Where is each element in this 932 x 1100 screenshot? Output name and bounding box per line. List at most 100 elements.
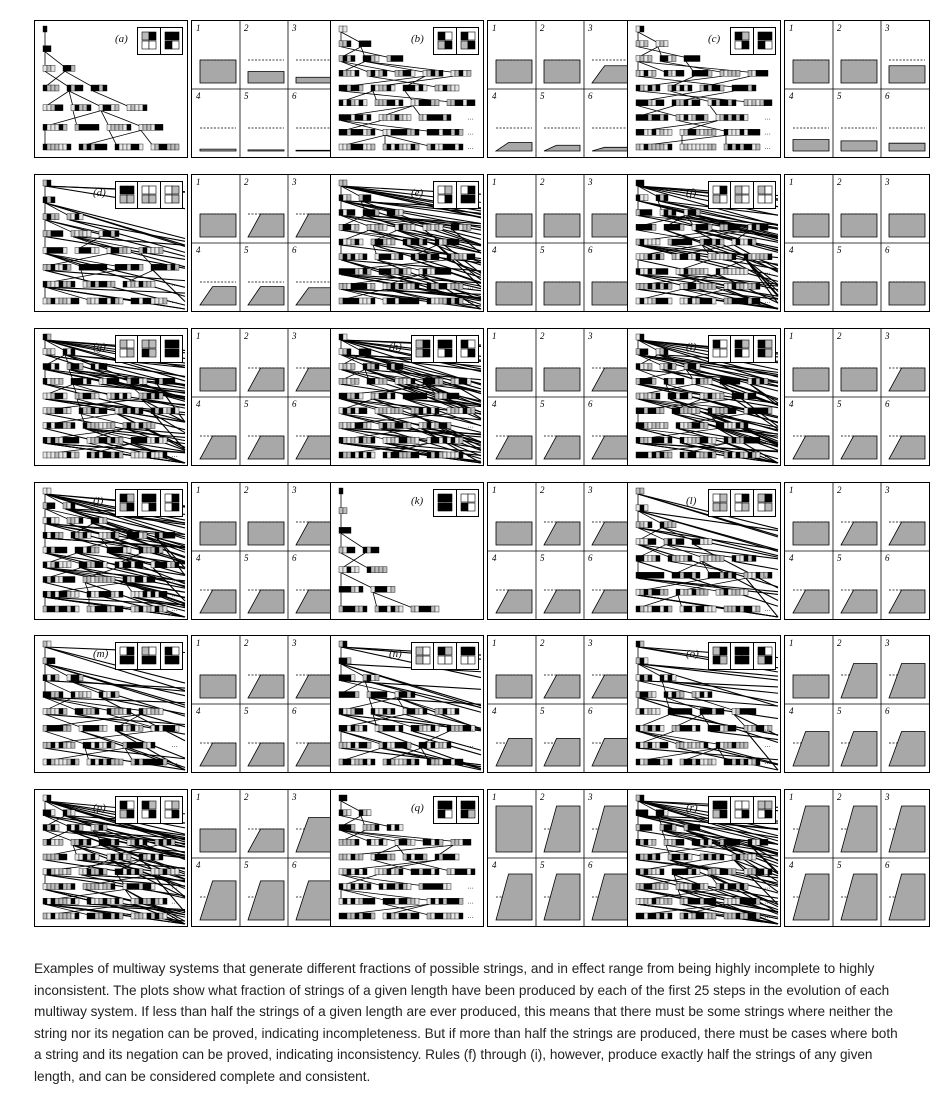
string-cell bbox=[751, 99, 757, 106]
string-cell bbox=[150, 898, 156, 905]
string-cell bbox=[727, 70, 733, 77]
string-cell bbox=[719, 725, 725, 732]
string-cell bbox=[70, 898, 76, 905]
string-cell bbox=[130, 437, 136, 444]
string-cell bbox=[346, 99, 352, 106]
string-cell bbox=[426, 70, 432, 77]
string-cell bbox=[442, 238, 448, 246]
string-cell bbox=[406, 283, 412, 290]
multiway-panel: ……… (i) 1 2 3 4 5 6 bbox=[627, 328, 930, 466]
continuation-ellipsis: … bbox=[467, 144, 474, 151]
string-cell bbox=[659, 605, 665, 613]
string-cell bbox=[747, 605, 753, 613]
plot-number: 6 bbox=[292, 245, 297, 255]
string-cell bbox=[442, 853, 448, 861]
plot-number: 3 bbox=[884, 485, 890, 495]
tree-edge bbox=[44, 339, 66, 352]
string-cell bbox=[655, 194, 661, 201]
string-cell bbox=[426, 114, 432, 121]
string-cell bbox=[46, 674, 52, 681]
string-cell bbox=[695, 143, 701, 151]
string-cell bbox=[358, 437, 364, 444]
plot-number: 1 bbox=[492, 638, 497, 648]
tree-edge bbox=[44, 508, 70, 520]
rule-cell bbox=[126, 339, 135, 349]
string-cell bbox=[114, 561, 120, 568]
string-cell bbox=[691, 572, 697, 579]
string-cell bbox=[635, 572, 641, 579]
string-cell bbox=[655, 99, 661, 106]
string-cell bbox=[42, 640, 48, 648]
string-cell bbox=[106, 839, 112, 846]
string-cell bbox=[58, 708, 64, 715]
rule-icon bbox=[731, 28, 754, 54]
string-cell bbox=[643, 725, 649, 732]
string-cell bbox=[74, 758, 80, 766]
fraction-plot-area bbox=[247, 286, 285, 306]
string-cell bbox=[58, 451, 64, 459]
string-cell bbox=[350, 238, 356, 246]
string-cell bbox=[134, 741, 140, 749]
plot-number: 3 bbox=[291, 23, 297, 33]
tree-edge bbox=[384, 903, 430, 916]
tree-edge bbox=[677, 120, 727, 132]
string-cell bbox=[346, 586, 352, 593]
string-cell bbox=[350, 691, 356, 698]
rule-cell bbox=[712, 185, 721, 195]
string-cell bbox=[374, 253, 380, 260]
string-cell bbox=[655, 725, 661, 732]
string-cell bbox=[338, 809, 344, 816]
string-cell bbox=[350, 824, 356, 831]
string-cell bbox=[446, 853, 452, 861]
string-cell bbox=[46, 532, 52, 539]
string-cell bbox=[150, 561, 156, 568]
rule-cell bbox=[142, 655, 150, 665]
string-cell bbox=[374, 363, 380, 370]
string-cell bbox=[86, 576, 92, 583]
string-cell bbox=[755, 451, 761, 459]
rule-cell bbox=[757, 194, 765, 204]
rule-cell bbox=[764, 502, 772, 512]
string-cell bbox=[106, 437, 112, 444]
string-cell bbox=[643, 868, 649, 875]
tree-edge-offscreen bbox=[745, 730, 779, 771]
string-cell bbox=[663, 437, 669, 444]
string-cell bbox=[358, 84, 364, 92]
rule-icon bbox=[412, 336, 435, 362]
string-cell bbox=[366, 883, 372, 890]
string-cell bbox=[154, 297, 160, 305]
string-cell bbox=[679, 129, 685, 136]
string-cell bbox=[679, 224, 685, 231]
string-cell bbox=[679, 70, 685, 77]
rule-cell bbox=[142, 348, 150, 358]
string-cell bbox=[394, 99, 400, 106]
plot-number: 2 bbox=[540, 792, 545, 802]
fraction-plot-area bbox=[295, 880, 333, 921]
string-cell bbox=[138, 532, 144, 539]
string-cell bbox=[114, 143, 120, 151]
string-cell bbox=[755, 224, 761, 231]
panel-label: (g) bbox=[93, 341, 106, 353]
rule-icon bbox=[138, 797, 161, 823]
rule-cell bbox=[764, 40, 772, 50]
string-cell bbox=[382, 898, 388, 905]
string-cell bbox=[639, 99, 645, 106]
multiway-panel: ……… (j) 1 2 3 4 5 6 bbox=[34, 482, 337, 620]
tree-edge-offscreen bbox=[637, 544, 779, 588]
string-cell bbox=[643, 99, 649, 106]
string-cell bbox=[50, 561, 56, 568]
string-cell bbox=[70, 84, 76, 92]
string-cell bbox=[635, 809, 641, 816]
string-cell bbox=[366, 114, 372, 121]
string-cell bbox=[679, 84, 685, 92]
panel-label: (j) bbox=[93, 495, 104, 507]
string-cell bbox=[146, 883, 152, 890]
tree-edge-offscreen bbox=[372, 244, 482, 278]
string-cell bbox=[683, 725, 689, 732]
rule-cell bbox=[171, 655, 179, 665]
tree-edge bbox=[637, 800, 659, 813]
string-cell bbox=[639, 504, 645, 512]
string-cell bbox=[402, 268, 408, 275]
string-cell bbox=[731, 898, 737, 905]
